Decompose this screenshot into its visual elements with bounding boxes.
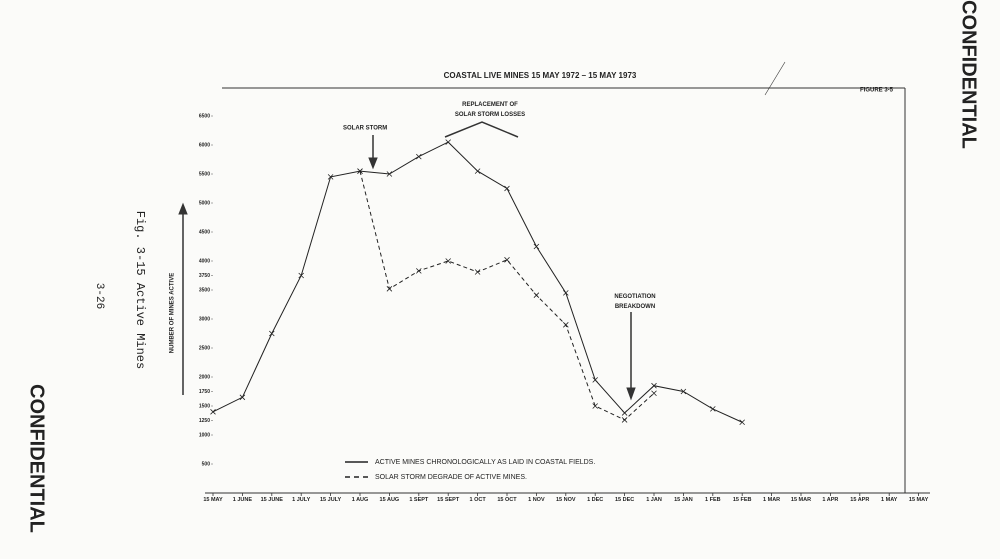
y-tick-label: 5500 [199, 171, 210, 177]
y-tick-label: 3500 [199, 287, 210, 293]
point-marker [533, 292, 540, 299]
y-tick-label: 4500 [199, 229, 210, 235]
annotation-bracket [444, 121, 519, 138]
point-marker [416, 153, 422, 160]
x-tick-label: 1 FEB [705, 497, 721, 503]
page-number: 3-26 [93, 283, 105, 309]
x-tick-label: 1 MAR [763, 497, 781, 503]
y-tick-label: 2500 [199, 345, 210, 351]
pen-mark [764, 61, 786, 96]
x-tick-label: 15 JUNE [260, 497, 283, 503]
x-tick-label: 15 DEC [614, 497, 635, 503]
point-marker [680, 388, 687, 395]
point-marker [504, 257, 510, 263]
point-marker [386, 286, 393, 292]
point-marker [533, 243, 540, 250]
x-tick-label: 1 DEC [587, 497, 604, 503]
point-marker [445, 258, 451, 264]
arrow-head [178, 202, 188, 215]
x-tick-label: 15 APR [850, 497, 870, 503]
point-marker [298, 272, 304, 279]
point-marker [563, 290, 569, 296]
y-tick-label: 3000 [199, 316, 210, 322]
point-marker [563, 322, 569, 328]
point-marker [621, 417, 628, 423]
y-tick-label: 1000 [199, 432, 210, 438]
chart-title: COASTAL LIVE MINES 15 MAY 1972 – 15 MAY … [444, 71, 637, 80]
point-marker [474, 269, 481, 275]
point-marker [651, 382, 657, 389]
x-tick-label: 1 OCT [469, 497, 486, 503]
point-marker [621, 410, 628, 416]
point-marker [269, 330, 275, 337]
point-marker [592, 377, 598, 383]
y-tick-label: 6500 [199, 113, 210, 119]
y-tick-label: 500 [202, 461, 211, 467]
y-tick-label: 4000 [199, 258, 210, 264]
point-marker [327, 174, 334, 180]
x-tick-label: 15 MAY [908, 497, 929, 503]
point-marker [416, 268, 422, 274]
x-tick-label: 15 MAY [203, 497, 223, 503]
y-tick-label: 2000 [199, 374, 210, 380]
y-axis-label: NUMBER OF MINES ACTIVE [170, 273, 176, 353]
annotation: REPLACEMENT OF SOLAR STORM LOSSES [455, 102, 525, 118]
point-marker [386, 171, 393, 177]
series-line [359, 170, 655, 421]
annotation: NEGOTIATION BREAKDOWN [614, 294, 655, 310]
x-tick-label: 1 MAY [881, 497, 898, 503]
point-marker [739, 419, 745, 426]
point-marker [239, 394, 246, 401]
point-marker [592, 403, 598, 409]
point-marker [357, 168, 363, 174]
legend-label: SOLAR STORM DEGRADE OF ACTIVE MINES. [375, 474, 527, 481]
x-tick-label: 15 JULY [319, 497, 342, 503]
x-tick-label: 1 JAN [646, 497, 662, 503]
point-marker [504, 185, 510, 192]
y-tick-label: 3750 [199, 273, 210, 279]
x-tick-label: 15 NOV [556, 497, 576, 503]
legend-label: ACTIVE MINES CHRONOLOGICALLY AS LAID IN … [375, 459, 595, 466]
y-tick-label: 1750 [199, 389, 210, 395]
arrow-head [368, 157, 378, 170]
point-marker [210, 409, 216, 415]
x-tick-label: 1 JUNE [232, 497, 253, 503]
y-tick-label: 1500 [199, 403, 210, 409]
x-tick-label: 15 MAR [790, 497, 812, 503]
stamp: CONFIDENTIAL [26, 384, 48, 533]
x-tick-label: 15 AUG [379, 497, 400, 503]
y-tick-label: 6000 [199, 142, 210, 148]
x-tick-label: 1 SEPT [409, 497, 429, 503]
arrow-head [626, 387, 636, 401]
series-line [212, 141, 743, 423]
x-tick-label: 1 AUG [351, 497, 369, 503]
figure-label: FIGURE 3-5 [860, 88, 894, 94]
x-tick-label: 1 NOV [528, 497, 545, 503]
caption: Fig. 3-15 Active Mines [133, 211, 147, 369]
x-tick-label: 15 OCT [497, 497, 517, 503]
point-marker [710, 406, 716, 412]
x-tick-label: 1 APR [822, 497, 839, 503]
x-tick-label: 15 JAN [674, 497, 693, 503]
x-tick-label: 1 JULY [292, 497, 311, 503]
y-tick-label: 5000 [199, 200, 210, 206]
stamp: CONFIDENTIAL [958, 0, 980, 149]
point-marker [474, 168, 481, 174]
point-marker [651, 390, 657, 397]
annotation: SOLAR STORM [343, 126, 387, 132]
y-tick-label: 1250 [199, 418, 210, 424]
x-tick-label: 15 FEB [732, 497, 752, 503]
x-tick-label: 15 SEPT [437, 497, 460, 503]
point-marker [445, 139, 451, 145]
